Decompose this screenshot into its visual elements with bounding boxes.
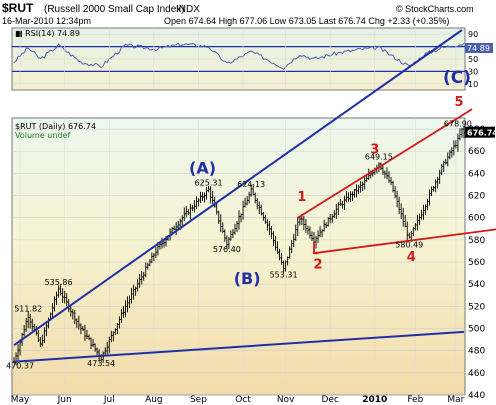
price-annotation: 470.37	[6, 361, 34, 370]
wave-label-3: 3	[370, 142, 379, 157]
price-annotation: 553.31	[270, 270, 298, 279]
wave-labels: (A) (B) (C) 1 2 3 4 5	[189, 68, 471, 288]
price-legend: $RUT (Daily) 676.74	[15, 122, 96, 131]
rsi-tick: 10	[468, 80, 478, 89]
last-price-badge: 676.74	[467, 129, 496, 138]
time-tick: Jul	[103, 395, 115, 405]
rsi-value-badge: 74.89	[467, 44, 490, 53]
wave-label-a: (A)	[189, 158, 216, 177]
wave-label-2: 2	[314, 258, 323, 273]
upper-blue-trendline	[13, 29, 463, 346]
price-annotation: 678.90	[444, 119, 472, 128]
time-tick: May	[11, 395, 30, 405]
wave-label-1: 1	[297, 190, 306, 205]
time-tick: 2010	[362, 395, 387, 405]
ohlc-readout: Open 674.64 High 677.06 Low 673.05 Last …	[164, 16, 449, 26]
lower-red-channel-line	[313, 228, 496, 255]
price-tick: 520	[468, 302, 485, 312]
price-annotation: 473.54	[87, 359, 115, 368]
price-tick: 480	[468, 347, 485, 357]
time-tick: Mar	[447, 395, 464, 405]
upper-red-channel-line	[297, 108, 473, 219]
wave-label-5: 5	[454, 95, 463, 110]
price-annotation: 624.13	[237, 180, 265, 189]
rsi-value-badge-bg	[465, 43, 493, 53]
rsi-tick: 90	[468, 30, 478, 39]
price-annotation: 580.49	[395, 240, 423, 249]
time-tick: Oct	[235, 395, 251, 405]
price-panel	[11, 117, 466, 396]
rsi-legend: ■ RSI(14) 74.89	[15, 29, 80, 38]
time-tick: Nov	[277, 395, 295, 405]
time-tick: Feb	[407, 395, 423, 405]
time-tick: Sep	[190, 395, 207, 405]
price-annotation: 649.15	[365, 152, 393, 161]
datetime-label: 16-Mar-2010 12:34pm	[2, 16, 91, 26]
time-axis: May Jun Jul Aug Sep Oct Nov Dec 2010 Feb Mar	[11, 395, 465, 405]
price-annotation: 576.40	[213, 245, 241, 254]
price-tick: 640	[468, 169, 485, 179]
red-channel-bracket	[313, 242, 319, 255]
wave-label-4: 4	[407, 250, 416, 265]
price-axis: 680660640620600580560540520500480460440	[468, 125, 485, 401]
price-annotation: 535.86	[45, 278, 73, 287]
price-grid	[12, 28, 465, 396]
volume-legend: Volume undef	[15, 131, 70, 140]
wave-label-b: (B)	[234, 269, 261, 288]
rsi-tick: 50	[468, 55, 478, 64]
rsi-line	[13, 42, 465, 70]
last-price-badge-bg	[465, 126, 495, 138]
index-name: (Russell 2000 Small Cap Index)	[44, 4, 185, 15]
price-tick: 660	[468, 147, 485, 157]
wave-label-c: (C)	[443, 68, 471, 88]
price-tick: 500	[468, 325, 485, 335]
price-annotation: 511.82	[14, 304, 42, 313]
exchange-label: INDX	[176, 4, 200, 15]
price-tick: 580	[468, 236, 485, 246]
price-tick: 560	[468, 258, 485, 268]
price-tick: 600	[468, 214, 485, 224]
price-tick: 620	[468, 192, 485, 202]
time-tick: Dec	[322, 395, 339, 405]
price-tick: 440	[468, 391, 485, 401]
time-tick: Aug	[145, 395, 163, 405]
symbol-label: $RUT	[2, 1, 34, 15]
rsi-tick: 30	[468, 67, 478, 76]
time-tick: Jun	[57, 395, 72, 405]
price-annotation: 625.31	[195, 179, 223, 188]
lower-blue-trendline	[13, 330, 465, 363]
price-annotations: 470.37 511.82 535.86 473.54 625.31 576.40 624.…	[6, 119, 472, 370]
price-tick: 460	[468, 369, 485, 379]
watermark: © StockCharts.com	[396, 4, 474, 14]
price-tick: 540	[468, 280, 485, 290]
